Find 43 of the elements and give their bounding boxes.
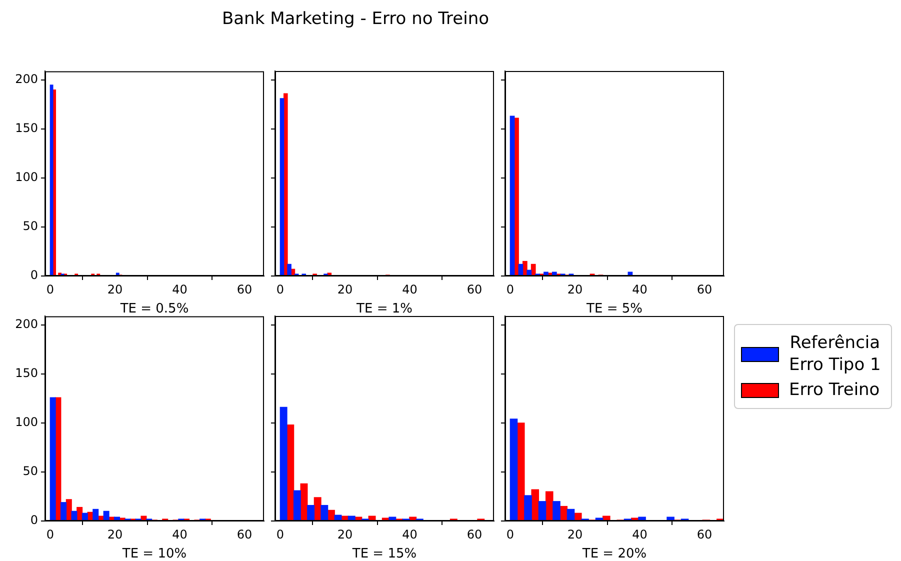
x-axis-title: TE = 0.5% [119,302,189,317]
y-tick-label: 150 [15,121,38,136]
y-tick-label: 0 [30,268,38,282]
y-tick-label: 150 [15,366,38,380]
x-tick-label: 40 [172,527,188,542]
x-axis-title: TE = 5% [586,302,642,317]
y-tick-label: 100 [15,170,38,184]
x-tick-label: 20 [567,527,583,542]
x-tick-label: 60 [236,282,252,296]
x-axis-title: TE = 10% [121,546,187,561]
x-tick-label: 40 [632,527,648,542]
x-tick-label: 0 [506,282,514,296]
x-tick-label: 60 [466,527,482,542]
x-tick-label: 20 [107,282,123,296]
x-tick-label: 0 [46,282,54,296]
y-tick-label: 0 [30,513,38,528]
x-tick-label: 60 [696,282,712,296]
y-tick-label: 100 [15,415,38,430]
legend-label: Erro Treino [789,379,880,401]
y-tick-label: 50 [22,219,38,234]
x-tick-label: 40 [172,282,188,296]
y-tick-label: 200 [15,317,38,332]
x-tick-label: 20 [567,282,583,296]
x-tick-label: 20 [337,282,353,296]
x-tick-label: 20 [337,527,353,542]
legend-label: Referência Erro Tipo 1 [789,332,881,376]
x-tick-label: 60 [696,527,712,542]
y-tick-label: 50 [22,464,38,478]
x-axis-title: TE = 20% [581,546,647,561]
x-tick-label: 40 [402,282,418,296]
x-tick-label: 0 [46,527,54,542]
x-tick-label: 40 [402,527,418,542]
x-tick-label: 40 [632,282,648,296]
x-tick-label: 60 [236,527,252,542]
x-axis-title: TE = 1% [356,302,412,317]
x-tick-label: 0 [506,527,514,542]
x-tick-label: 20 [107,527,123,542]
chart-title: Bank Marketing - Erro no Treino [220,9,490,29]
x-tick-label: 0 [276,527,284,542]
x-tick-label: 0 [276,282,284,296]
x-tick-label: 60 [466,282,482,296]
x-axis-title: TE = 15% [351,546,417,561]
y-tick-label: 200 [15,72,38,86]
